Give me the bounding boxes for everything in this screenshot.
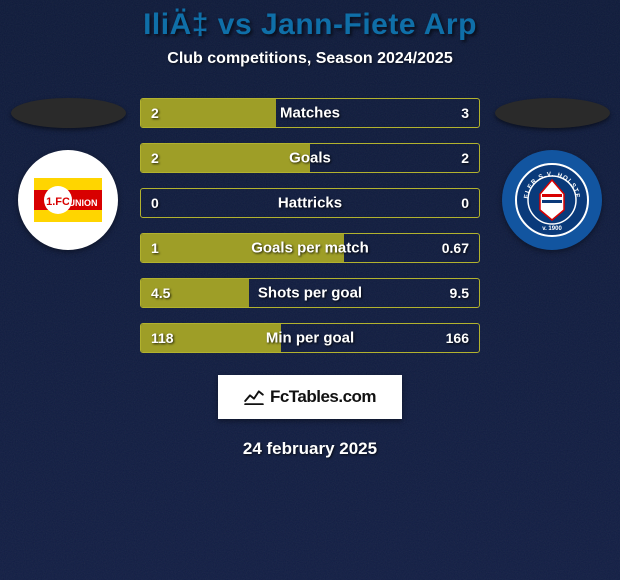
stat-bars: Matches 2 3 Goals 2 2 Hattricks 0 0 Goals per mat… xyxy=(140,98,480,353)
svg-text:v. 1900: v. 1900 xyxy=(542,226,562,232)
player-photo-placeholder-right xyxy=(495,98,610,128)
stat-bar-row: Goals per match 1 0.67 xyxy=(140,233,480,263)
stat-value-left: 1 xyxy=(151,240,159,256)
svg-text:1.FC: 1.FC xyxy=(46,196,70,208)
stat-value-left: 0 xyxy=(151,195,159,211)
stat-value-right: 166 xyxy=(446,330,469,346)
stat-value-left: 2 xyxy=(151,150,159,166)
stat-bar-row: Min per goal 118 166 xyxy=(140,323,480,353)
stat-value-left: 118 xyxy=(151,330,174,346)
date-text: 24 february 2025 xyxy=(243,439,377,459)
stat-bar-label: Shots per goal xyxy=(258,285,362,302)
subtitle: Club competitions, Season 2024/2025 xyxy=(167,50,452,68)
brand-text: FcTables.com xyxy=(270,387,376,407)
stat-value-left: 4.5 xyxy=(151,285,170,301)
stat-bar-left-fill xyxy=(141,99,276,127)
stat-bar-row: Shots per goal 4.5 9.5 xyxy=(140,278,480,308)
player-photo-placeholder-left xyxy=(11,98,126,128)
union-berlin-crest-icon: 1.FC UNION xyxy=(28,160,108,240)
stat-value-right: 0 xyxy=(461,195,469,211)
club-badge-right: KIELER S.V. HOLSTEIN v. 1900 xyxy=(502,150,602,250)
stat-bar-row: Matches 2 3 xyxy=(140,98,480,128)
stat-value-right: 9.5 xyxy=(450,285,469,301)
stat-bar-row: Goals 2 2 xyxy=(140,143,480,173)
right-player-column: KIELER S.V. HOLSTEIN v. 1900 xyxy=(492,98,612,250)
stat-bar-left-fill xyxy=(141,144,310,172)
brand-box[interactable]: FcTables.com xyxy=(218,375,402,419)
stat-bar-right-empty xyxy=(310,144,479,172)
stat-value-right: 2 xyxy=(461,150,469,166)
holstein-kiel-crest-icon: KIELER S.V. HOLSTEIN v. 1900 xyxy=(512,160,592,240)
club-badge-left: 1.FC UNION xyxy=(18,150,118,250)
stat-bar-label: Min per goal xyxy=(266,330,354,347)
stat-value-right: 0.67 xyxy=(442,240,469,256)
fctables-logo-icon xyxy=(244,389,264,405)
page-title: IliÄ‡ vs Jann-Fiete Arp xyxy=(143,8,477,42)
comparison-row: 1.FC UNION Matches 2 3 Goals 2 2 Hattricks 0 0 Go… xyxy=(0,98,620,353)
left-player-column: 1.FC UNION xyxy=(8,98,128,250)
stat-bar-label: Goals xyxy=(289,150,331,167)
svg-text:UNION: UNION xyxy=(69,198,98,208)
stat-value-right: 3 xyxy=(461,105,469,121)
stat-bar-label: Hattricks xyxy=(278,195,342,212)
stat-value-left: 2 xyxy=(151,105,159,121)
stat-bar-row: Hattricks 0 0 xyxy=(140,188,480,218)
stat-bar-label: Goals per match xyxy=(251,240,369,257)
stat-bar-label: Matches xyxy=(280,105,340,122)
